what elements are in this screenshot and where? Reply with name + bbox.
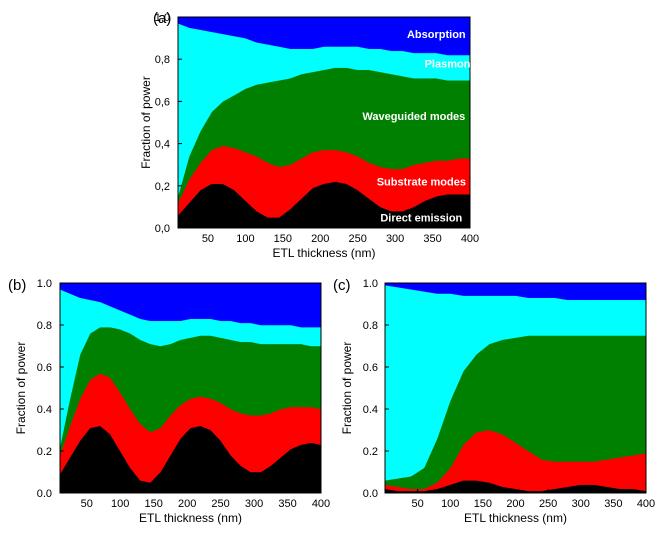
x-tick-label: 250 [349,233,367,245]
y-tick-label: 0.0 [37,488,52,500]
x-tick-label: 400 [637,498,655,510]
x-tick-label: 150 [274,233,292,245]
x-tick-label: 350 [278,498,296,510]
y-tick-label: 1.0 [363,278,378,290]
x-tick-label: 400 [312,498,330,510]
region-label: Direct emission [380,212,462,224]
x-tick-label: 100 [111,498,129,510]
x-tick-label: 150 [474,498,492,510]
y-tick-label: 0.8 [363,320,378,332]
y-tick-label: 0,2 [155,181,170,193]
x-tick-label: 400 [461,233,479,245]
y-axis-label: Fraction of power [340,342,354,435]
x-tick-label: 200 [311,233,329,245]
plot-frame [177,16,471,229]
x-tick-label: 350 [423,233,441,245]
x-tick-label: 250 [211,498,229,510]
y-tick-label: 1,0 [155,12,170,24]
y-tick-label: 0,8 [155,54,170,66]
region-label: Absorption [407,29,466,41]
y-tick-label: 0,4 [155,139,170,151]
x-tick-label: 350 [604,498,622,510]
x-tick-label: 150 [145,498,163,510]
x-tick-label: 300 [245,498,263,510]
y-tick-label: 0.6 [363,362,378,374]
chart-panel-1: 0.0 0.2 0.4 0.6 0.8 1.0 50 100 150 200 250 300 350 40… [8,277,330,525]
x-axis-label: ETL thickness (nm) [139,511,242,525]
y-tick-label: 0,0 [155,223,170,235]
y-axis-label: Fraction of power [139,76,153,169]
y-tick-label: 0.0 [363,488,378,500]
panel-label: (b) [8,277,26,294]
x-tick-label: 200 [178,498,196,510]
panel-label: (a) [153,10,171,27]
x-axis-label: ETL thickness (nm) [273,246,376,260]
y-tick-label: 0.4 [363,404,378,416]
x-tick-label: 250 [539,498,557,510]
x-tick-label: 300 [572,498,590,510]
y-tick-label: 0,6 [155,96,170,108]
x-axis-label: ETL thickness (nm) [464,511,567,525]
x-tick-label: 50 [412,498,424,510]
x-tick-label: 100 [441,498,459,510]
y-axis-label: Fraction of power [14,342,28,435]
x-tick-label: 50 [81,498,93,510]
x-tick-label: 200 [506,498,524,510]
y-tick-label: 1.0 [37,278,52,290]
chart-panel-2: 0.0 0.2 0.4 0.6 0.8 1.0 50 100 150 200 250 300 350 40… [333,277,655,525]
y-tick-label: 0.6 [37,362,52,374]
x-tick-label: 300 [386,233,404,245]
x-tick-label: 50 [202,233,214,245]
y-tick-label: 0.4 [37,404,52,416]
region-label: Plasmon [425,58,471,70]
region-label: Substrate modes [377,177,466,189]
y-tick-label: 0.2 [37,446,52,458]
chart-panel-0: 0,0 0,2 0,4 0,6 0,8 1,0 50 100 150 200 250 300 350 40… [139,10,479,260]
y-tick-label: 0.8 [37,320,52,332]
plot-frame [59,282,322,494]
y-tick-label: 0.2 [363,446,378,458]
panel-label: (c) [333,277,351,294]
x-tick-label: 100 [236,233,254,245]
region-label: Waveguided modes [362,111,465,123]
